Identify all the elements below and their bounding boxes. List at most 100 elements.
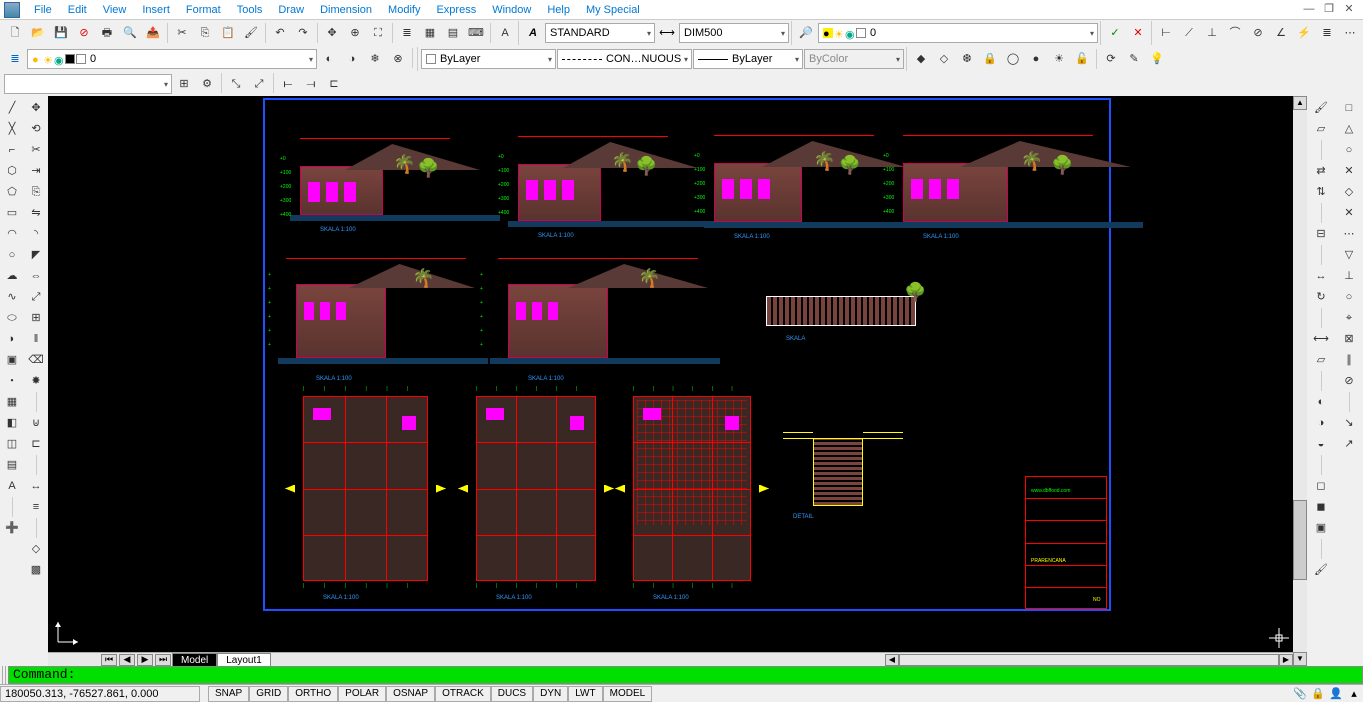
menu-help[interactable]: Help [539, 2, 578, 18]
zoom-ext-icon[interactable]: ⛶ [367, 22, 389, 44]
mirror-h-icon[interactable]: ⇄ [1310, 161, 1332, 181]
block-icon[interactable]: ▣ [2, 350, 22, 370]
menu-tools[interactable]: Tools [229, 2, 271, 18]
status-dyn[interactable]: DYN [533, 686, 568, 702]
dim-a-icon[interactable]: ⟝ [277, 73, 299, 95]
trim-icon[interactable]: ✂ [26, 140, 46, 160]
color-dropdown[interactable]: ByLayer [421, 49, 556, 69]
sel-c-icon[interactable]: ▣ [1310, 518, 1332, 538]
quick-icon[interactable]: ⚡ [1293, 22, 1315, 44]
osnap-perp-icon[interactable]: ⊥ [1338, 266, 1360, 286]
layer-manager-icon[interactable]: ≣ [4, 48, 26, 70]
lengthen-icon[interactable]: ↔ [26, 476, 46, 496]
track-b-icon[interactable]: ↗ [1338, 434, 1360, 454]
osnap-int-icon[interactable]: ✕ [1338, 203, 1360, 223]
revcloud-icon[interactable]: ☁ [2, 266, 22, 286]
hscroll-left-icon[interactable]: ◀ [885, 654, 899, 666]
hatch-icon[interactable]: ▦ [2, 392, 22, 412]
lt-on-icon[interactable]: ● [1025, 48, 1047, 70]
lt-prev-icon[interactable]: ◇ [933, 48, 955, 70]
tab-last-icon[interactable]: ⏭ [155, 654, 171, 666]
menu-modify[interactable]: Modify [380, 2, 428, 18]
text-style-icon[interactable]: A [494, 22, 516, 44]
copy-icon[interactable]: ⎘ [194, 22, 216, 44]
mtext-icon[interactable]: A [2, 476, 22, 496]
lt-lock-icon[interactable]: 🔒 [979, 48, 1001, 70]
command-input[interactable]: Command: [8, 666, 1363, 684]
menu-window[interactable]: Window [484, 2, 539, 18]
check-icon[interactable]: ✓ [1104, 22, 1126, 44]
mirror-icon[interactable]: ⇋ [26, 203, 46, 223]
v-scrollbar[interactable]: ▲ ▼ [1293, 96, 1307, 666]
maximize-button[interactable]: ❐ [1319, 2, 1339, 18]
publish-icon[interactable]: 📤 [142, 22, 164, 44]
erase-icon[interactable]: ⌫ [26, 350, 46, 370]
baseline-icon[interactable]: ≣ [1316, 22, 1338, 44]
zoom-in-icon[interactable]: ⊕ [344, 22, 366, 44]
hscroll-track[interactable] [899, 654, 1279, 666]
vis-c-icon[interactable]: ◒ [1310, 434, 1332, 454]
eraser-icon[interactable]: ▱ [1310, 119, 1332, 139]
vis-b-icon[interactable]: ◑ [1310, 413, 1332, 433]
tab-model[interactable]: Model [172, 653, 217, 667]
dim-b-icon[interactable]: ⟞ [300, 73, 322, 95]
close-button[interactable]: ✕ [1339, 2, 1359, 18]
cancel-icon[interactable]: ⊘ [73, 22, 95, 44]
stretch-icon[interactable]: ⇔ [26, 266, 46, 286]
tab-next-icon[interactable]: ▶ [137, 654, 153, 666]
menu-draw[interactable]: Draw [270, 2, 312, 18]
minimize-button[interactable]: — [1299, 2, 1319, 18]
align-icon[interactable]: ≡ [26, 497, 46, 517]
text-style-dropdown[interactable]: STANDARD [545, 23, 655, 43]
track-a-icon[interactable]: ↘ [1338, 413, 1360, 433]
menu-file[interactable]: File [26, 2, 60, 18]
vis-a-icon[interactable]: ◐ [1310, 392, 1332, 412]
vscroll-thumb[interactable] [1293, 500, 1307, 580]
radius-icon[interactable]: ⌒ [1224, 22, 1246, 44]
rotate-icon[interactable]: ⟲ [26, 119, 46, 139]
lt-freeze-icon[interactable]: ❆ [956, 48, 978, 70]
osnap-near-icon[interactable]: ⌖ [1338, 308, 1360, 328]
osnap-node-icon[interactable]: ✕ [1338, 161, 1360, 181]
menu-insert[interactable]: Insert [134, 2, 178, 18]
explode-icon[interactable]: ✸ [26, 371, 46, 391]
layer-iso-icon[interactable]: ◑ [341, 48, 363, 70]
array-icon[interactable]: ⊞ [26, 308, 46, 328]
layer-off-icon[interactable]: ⊗ [387, 48, 409, 70]
menu-dimension[interactable]: Dimension [312, 2, 380, 18]
status-lock-icon[interactable]: 🔒 [1309, 686, 1327, 702]
offset-icon[interactable]: ‖ [26, 329, 46, 349]
status-tray-icon[interactable]: ▴ [1345, 686, 1363, 702]
linetype-dropdown[interactable]: CON…NUOUS [557, 49, 692, 69]
save-icon[interactable]: 💾 [50, 22, 72, 44]
join-icon[interactable]: ⊍ [26, 413, 46, 433]
sel-b-icon[interactable]: ◼ [1310, 497, 1332, 517]
area-icon[interactable]: ▱ [1310, 350, 1332, 370]
edit-hatch-icon[interactable]: ▩ [26, 560, 46, 580]
line-icon[interactable]: ╱ [2, 98, 22, 118]
paste-icon[interactable]: 📋 [217, 22, 239, 44]
plot-icon[interactable]: 🖶 [96, 22, 118, 44]
hscroll-right-icon[interactable]: ▶ [1279, 654, 1293, 666]
status-osnap[interactable]: OSNAP [386, 686, 435, 702]
vscroll-up-icon[interactable]: ▲ [1293, 96, 1307, 110]
break1-icon[interactable]: ⤡ [225, 73, 247, 95]
tab-layout1[interactable]: Layout1 [217, 653, 271, 667]
break2-icon[interactable]: ⤢ [248, 73, 270, 95]
status-model[interactable]: MODEL [603, 686, 653, 702]
h-scrollbar[interactable]: ◀ ▶ [885, 654, 1293, 666]
menu-express[interactable]: Express [428, 2, 484, 18]
combo-row3[interactable] [4, 74, 172, 94]
layer-prev-icon[interactable]: ◐ [318, 48, 340, 70]
osnap-ins-icon[interactable]: ▽ [1338, 245, 1360, 265]
gear-icon[interactable]: ⚙ [196, 73, 218, 95]
osnap-par-icon[interactable]: ∥ [1338, 350, 1360, 370]
match-icon[interactable]: ✎ [1123, 48, 1145, 70]
tab-first-icon[interactable]: ⏮ [101, 654, 117, 666]
lt-thaw-icon[interactable]: ☀ [1048, 48, 1070, 70]
array-r-icon[interactable]: ⊟ [1310, 224, 1332, 244]
open-icon[interactable]: 📂 [27, 22, 49, 44]
undo-icon[interactable]: ↶ [269, 22, 291, 44]
linear-icon[interactable]: ⊢ [1155, 22, 1177, 44]
region-icon[interactable]: ◫ [2, 434, 22, 454]
